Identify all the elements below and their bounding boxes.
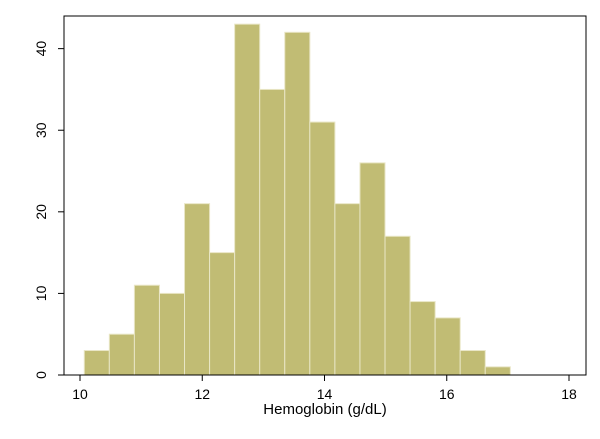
histogram-bar-17: [484, 366, 511, 376]
x-tick-label-16: 16: [439, 386, 455, 402]
y-axis-ticks: 0 10 20 30 40: [33, 41, 64, 379]
histogram-bar-16: [459, 350, 486, 376]
histogram-bar-13: [384, 235, 411, 376]
y-tick-label-30: 30: [33, 122, 49, 138]
y-tick-label-20: 20: [33, 204, 49, 220]
histogram-bar-7: [234, 23, 261, 376]
x-axis-ticks: 10 12 14 16 18: [72, 375, 577, 402]
histogram-bar-3: [133, 284, 160, 376]
x-tick-label-12: 12: [194, 386, 210, 402]
x-tick-label-10: 10: [72, 386, 88, 402]
histogram-bar-9: [284, 31, 311, 376]
y-tick-label-40: 40: [33, 41, 49, 57]
histogram-bar-8: [259, 88, 286, 376]
histogram-bar-14: [409, 301, 436, 376]
histogram-bar-2: [108, 333, 135, 376]
histogram-bar-10: [309, 121, 336, 376]
histogram-bar-5: [184, 203, 211, 376]
x-axis-title: Hemoglobin (g/dL): [263, 401, 386, 418]
x-tick-label-18: 18: [561, 386, 577, 402]
histogram-bar-6: [209, 252, 236, 376]
y-tick-label-0: 0: [33, 371, 49, 379]
histogram-bar-11: [334, 203, 361, 376]
histogram-bar-4: [158, 292, 186, 376]
y-tick-label-10: 10: [33, 285, 49, 301]
x-tick-label-14: 14: [317, 386, 333, 402]
histogram-bar-15: [434, 317, 461, 376]
histogram-bar-12: [359, 162, 386, 376]
bars-group: [83, 23, 511, 376]
histogram-bar-1: [83, 350, 110, 376]
